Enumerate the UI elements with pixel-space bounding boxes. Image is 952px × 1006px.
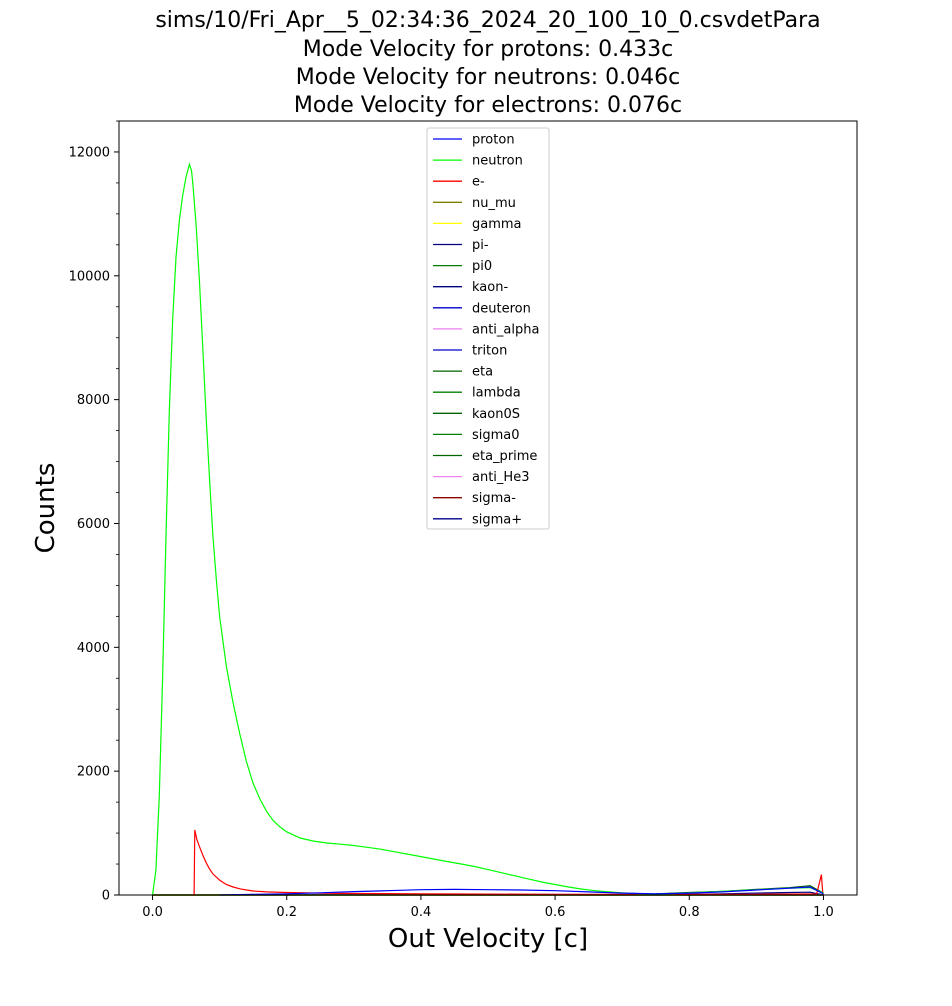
- x-tick-label: 0.6: [545, 905, 566, 920]
- title-line-4: Mode Velocity for electrons: 0.076c: [294, 93, 682, 118]
- legend-label-sigma0: sigma0: [472, 428, 520, 443]
- tick-layer: 0.0 0.2 0.4 0.6 0.8 1.0 0 2000 4000 6000 8000 10000…: [69, 120, 834, 920]
- y-axis-label: Counts: [31, 463, 61, 554]
- x-tick-label: 0.0: [142, 905, 163, 920]
- y-tick-label: 8000: [77, 393, 110, 408]
- series-line-neutron: [151, 162, 824, 896]
- title-line-3: Mode Velocity for neutrons: 0.046c: [296, 65, 680, 90]
- x-tick-label: 0.4: [411, 905, 432, 920]
- legend-label-anti-he3: anti_He3: [472, 470, 529, 485]
- chart-title: sims/10/Fri_Apr__5_02:34:36_2024_20_100_…: [155, 8, 820, 118]
- x-tick-label: 0.2: [276, 905, 297, 920]
- series-line-proton: [219, 886, 824, 896]
- legend-label-eta: eta: [472, 365, 493, 380]
- legend-label-pi-: pi-: [472, 238, 489, 253]
- x-tick-label: 1.0: [813, 905, 834, 920]
- x-axis-label: Out Velocity [c]: [388, 924, 588, 954]
- legend-label-gamma: gamma: [472, 217, 522, 232]
- legend-label-neutron: neutron: [472, 154, 523, 169]
- y-tick-label: 6000: [77, 517, 110, 532]
- legend-label-kaon-: kaon-: [472, 280, 508, 295]
- y-tick-label: 2000: [77, 765, 110, 780]
- legend-label-sigma-: sigma-: [472, 491, 516, 506]
- title-line-2: Mode Velocity for protons: 0.433c: [303, 37, 673, 62]
- title-line-1: sims/10/Fri_Apr__5_02:34:36_2024_20_100_…: [155, 8, 820, 33]
- legend-label-triton: triton: [472, 344, 507, 359]
- x-tick-label: 0.8: [679, 905, 700, 920]
- y-tick-label: 0: [102, 889, 110, 904]
- legend-label-pi0: pi0: [472, 259, 492, 274]
- plot-frame: [118, 120, 858, 896]
- legend-box: [426, 127, 550, 530]
- legend-label-kaon0s: kaon0S: [472, 407, 520, 422]
- legend-label-lambda: lambda: [472, 386, 521, 401]
- legend-label-proton: proton: [472, 133, 515, 148]
- legend-label-nu-mu: nu_mu: [472, 196, 516, 211]
- legend-label-anti-alpha: anti_alpha: [472, 322, 539, 337]
- legend-label-sigma-: sigma+: [472, 512, 522, 527]
- y-tick-label: 4000: [77, 641, 110, 656]
- legend-label-e-: e-: [472, 175, 485, 190]
- series-line-e-: [192, 829, 825, 896]
- legend-label-deuteron: deuteron: [472, 301, 531, 316]
- legend-label-eta-prime: eta_prime: [472, 449, 537, 464]
- y-tick-label: 12000: [69, 145, 110, 160]
- y-tick-label: 10000: [69, 269, 110, 284]
